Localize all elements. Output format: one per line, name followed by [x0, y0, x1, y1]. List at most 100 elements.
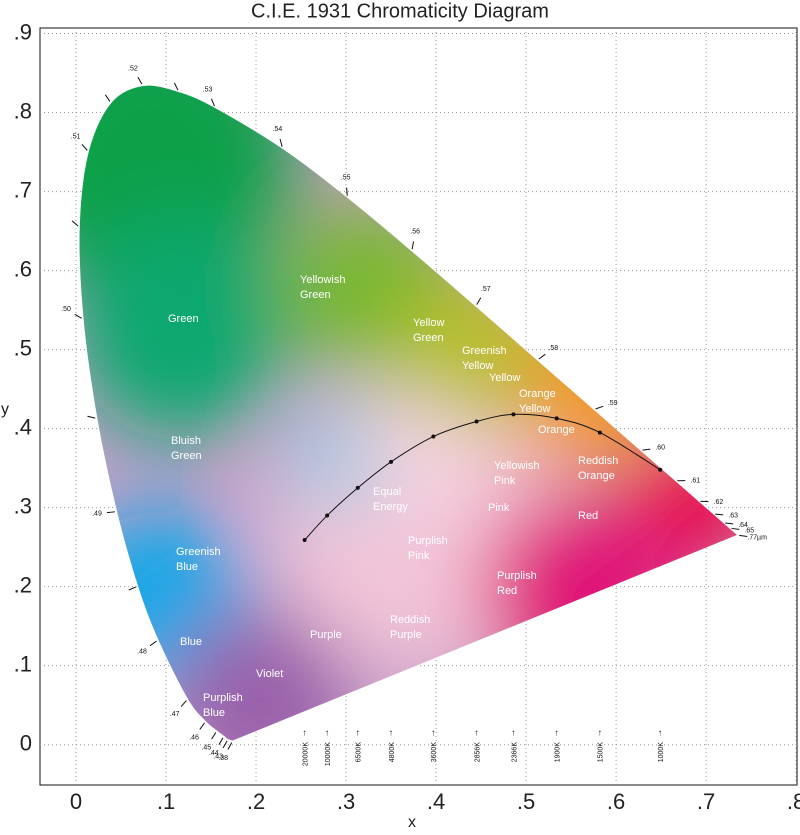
planckian-point: [325, 514, 329, 518]
temp-arrow: ↑: [554, 727, 559, 737]
region-label: Yellowish: [300, 274, 345, 286]
region-label: Blue: [203, 707, 225, 719]
locus-tick: [539, 354, 545, 359]
planckian-point: [475, 420, 479, 424]
wavelength-label: .55: [341, 175, 351, 182]
region-label: Purple: [310, 629, 342, 641]
locus-tick: [107, 512, 115, 513]
locus-tick: [138, 77, 142, 84]
locus-tick: [150, 641, 156, 646]
locus-tick: [715, 514, 723, 515]
planckian-point: [303, 538, 307, 542]
planckian-point: [431, 435, 435, 439]
locus-tick: [477, 298, 481, 305]
x-tick-label: .3: [337, 789, 355, 814]
chart-title: C.I.E. 1931 Chromaticity Diagram: [251, 0, 549, 22]
x-tick-label: .2: [247, 789, 265, 814]
x-tick-label: 0: [70, 789, 82, 814]
wavelength-label: .58: [548, 345, 558, 352]
y-tick-label: .7: [14, 177, 32, 202]
locus-tick: [347, 188, 348, 196]
temp-arrow: ↑: [474, 727, 479, 737]
locus-tick: [181, 701, 186, 707]
temperature-label: 6500K: [356, 742, 363, 763]
wavelength-label: .62: [714, 499, 724, 506]
region-label: Pink: [494, 475, 516, 487]
locus-tick: [412, 241, 413, 249]
planckian-point: [511, 412, 515, 416]
region-label: Greenish: [462, 345, 507, 357]
y-tick-label: .2: [14, 572, 32, 597]
temp-arrow: ↑: [325, 727, 330, 737]
planckian-point: [598, 431, 602, 435]
x-axis-label: x: [408, 814, 416, 830]
wavelength-label: .45: [201, 744, 211, 751]
temp-arrow: ↑: [431, 727, 436, 737]
locus-tick: [87, 416, 95, 418]
region-label: Equal: [373, 486, 401, 498]
region-label: Purple: [390, 629, 422, 641]
locus-tick: [642, 449, 650, 450]
y-axis-label: y: [1, 401, 9, 418]
region-label: Blue: [180, 636, 202, 648]
region-label: Bluish: [171, 435, 201, 447]
region-label: Green: [413, 332, 444, 344]
x-tick-label: .4: [427, 789, 445, 814]
wavelength-label: .46: [189, 734, 199, 741]
wavelength-label: .56: [410, 228, 420, 235]
temperature-label: 2366K: [511, 742, 518, 763]
temperature-label: 1500K: [598, 742, 605, 763]
wavelength-label: .49: [92, 511, 102, 518]
region-label: Reddish: [578, 455, 618, 467]
locus-tick: [72, 221, 78, 226]
wavelength-label: .53: [203, 86, 213, 93]
wavelength-label: .57: [481, 286, 491, 293]
planckian-point: [389, 460, 393, 464]
wavelength-label: .60: [655, 445, 665, 452]
locus-tick: [739, 535, 747, 536]
y-tick-label: .6: [14, 256, 32, 281]
y-tick-label: .8: [14, 98, 32, 123]
locus-tick: [212, 732, 216, 739]
temp-arrow: ↑: [302, 727, 307, 737]
wavelength-label: .48: [137, 648, 147, 655]
region-label: Greenish: [176, 546, 221, 558]
region-label: Green: [300, 289, 331, 301]
region-label: Reddish: [390, 614, 430, 626]
region-label: Orange: [538, 424, 575, 436]
planckian-point: [555, 416, 559, 420]
region-label: Purplish: [203, 692, 243, 704]
x-tick-label: .6: [607, 789, 625, 814]
region-label: Yellow: [462, 360, 493, 372]
locus-tick: [129, 587, 136, 590]
locus-tick: [596, 406, 604, 409]
temp-arrow: ↑: [598, 727, 603, 737]
x-tick-label: .1: [157, 789, 175, 814]
temp-arrow: ↑: [658, 727, 663, 737]
temperature-label: 10000K: [325, 742, 332, 766]
region-label: Red: [578, 510, 598, 522]
region-label: Yellow: [519, 403, 550, 415]
region-label: Purplish: [408, 535, 448, 547]
wavelength-label: .61: [690, 477, 700, 484]
locus-tick: [223, 741, 227, 748]
x-tick-label: .7: [697, 789, 715, 814]
wavelength-label: .50: [61, 306, 71, 313]
wavelength-label: .54: [273, 126, 283, 133]
region-label: Green: [168, 313, 199, 325]
temperature-label: 1900K: [555, 742, 562, 763]
region-label: Orange: [519, 388, 556, 400]
locus-tick: [105, 95, 110, 102]
locus-tick: [211, 99, 214, 106]
region-label: Red: [497, 585, 517, 597]
region-label: Green: [171, 450, 202, 462]
gamut-blob: [70, 220, 290, 440]
wavelength-label: .63: [728, 513, 738, 520]
locus-tick: [280, 139, 282, 147]
region-label: Energy: [373, 501, 408, 513]
planckian-point: [356, 486, 360, 490]
region-label: Blue: [176, 561, 198, 573]
locus-tick: [228, 743, 232, 750]
y-tick-label: .5: [14, 335, 32, 360]
